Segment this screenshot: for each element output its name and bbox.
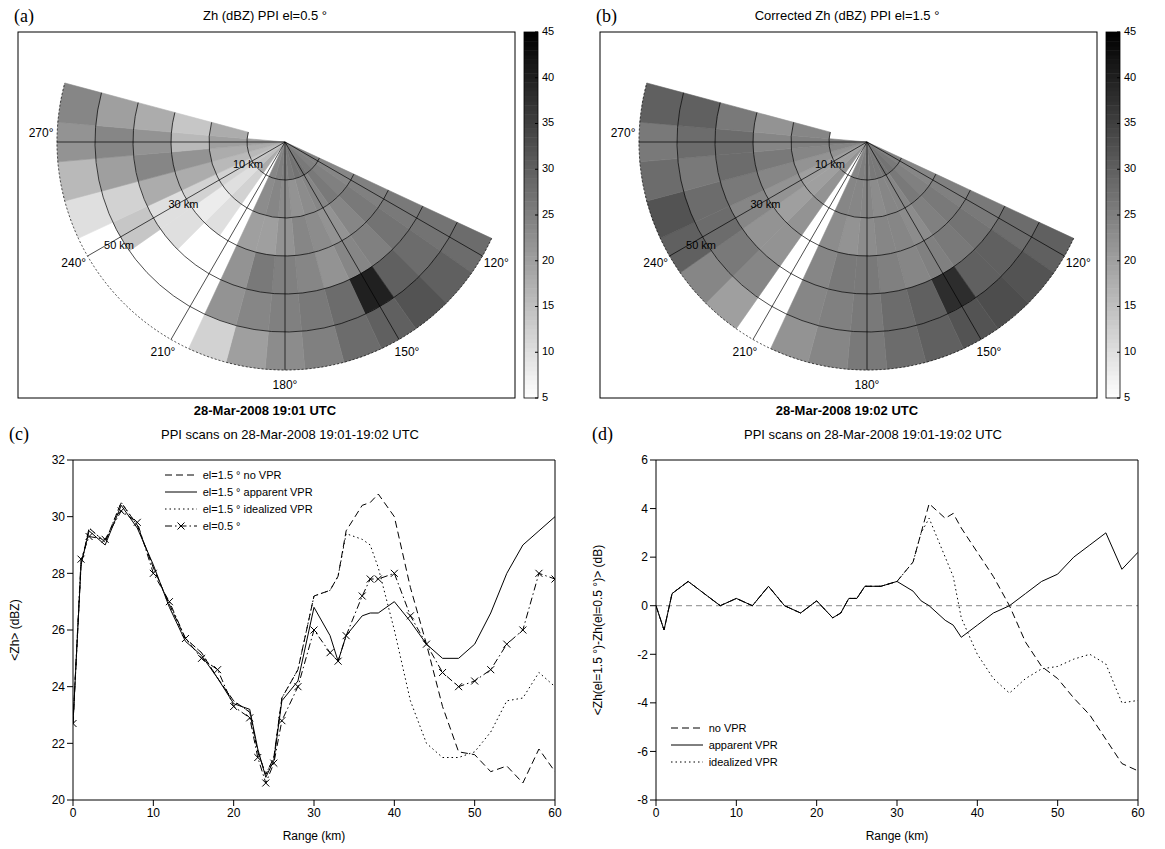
svg-text:10: 10 (730, 806, 744, 820)
svg-text:24: 24 (52, 680, 66, 694)
svg-text:30 km: 30 km (169, 198, 199, 210)
html-text:PPI scans on 28-Mar-2008 19:01: PPI scans on 28-Mar-2008 19:01-19:02 UTC (744, 427, 1002, 442)
svg-text:270°: 270° (611, 126, 636, 140)
svg-text:60: 60 (548, 806, 562, 820)
html-text:PPI scans on 28-Mar-2008 19:01: PPI scans on 28-Mar-2008 19:01-19:02 UTC (161, 427, 419, 442)
svg-text:270°: 270° (29, 126, 54, 140)
svg-text:150°: 150° (395, 345, 420, 359)
svg-text:0: 0 (653, 806, 660, 820)
svg-text:180°: 180° (273, 378, 298, 392)
svg-text:40: 40 (542, 71, 554, 83)
svg-text:5: 5 (1124, 391, 1130, 403)
svg-text:50 km: 50 km (686, 239, 716, 251)
svg-text:28-Mar-2008 19:02 UTC: 28-Mar-2008 19:02 UTC (776, 403, 919, 418)
svg-text:40: 40 (971, 806, 985, 820)
svg-text:Range (km): Range (km) (283, 829, 346, 843)
svg-text:150°: 150° (977, 345, 1002, 359)
svg-text:50: 50 (1051, 806, 1065, 820)
html-text:no VPR: no VPR (708, 722, 747, 735)
svg-text:10: 10 (147, 806, 161, 820)
svg-text:30: 30 (307, 806, 321, 820)
svg-text:(a): (a) (14, 6, 34, 27)
svg-text:10: 10 (542, 345, 554, 357)
svg-text:30: 30 (52, 510, 66, 524)
svg-text:20: 20 (227, 806, 241, 820)
svg-text:-2: -2 (637, 648, 648, 662)
svg-text:Corrected Zh (dBZ) PPI el=1.5: Corrected Zh (dBZ) PPI el=1.5 ° (755, 8, 940, 23)
svg-text:Zh (dBZ) PPI el=0.5 °: Zh (dBZ) PPI el=0.5 ° (203, 8, 327, 23)
svg-text:-6: -6 (637, 745, 648, 759)
svg-text:0: 0 (70, 806, 77, 820)
html-text:(d): (d) (592, 424, 613, 444)
svg-text:30: 30 (1124, 162, 1136, 174)
html-text:el=1.5 ° idealized VPR: el=1.5 ° idealized VPR (202, 502, 313, 515)
svg-text:10: 10 (1124, 345, 1136, 357)
svg-text:50: 50 (468, 806, 482, 820)
svg-text:28: 28 (52, 567, 66, 581)
svg-text:-8: -8 (637, 793, 648, 807)
svg-text:26: 26 (52, 623, 66, 637)
svg-text:10 km: 10 km (233, 158, 263, 170)
svg-text:-4: -4 (637, 696, 648, 710)
svg-text:240°: 240° (61, 256, 86, 270)
svg-text:35: 35 (542, 116, 554, 128)
html-text:el=0.5 °: el=0.5 ° (202, 519, 241, 532)
svg-text:15: 15 (1124, 299, 1136, 311)
svg-text:50 km: 50 km (104, 239, 134, 251)
svg-text:30 km: 30 km (751, 198, 781, 210)
svg-text:22: 22 (52, 737, 66, 751)
svg-text:180°: 180° (855, 378, 880, 392)
svg-text:<Zh> (dBZ): <Zh> (dBZ) (8, 599, 22, 660)
svg-text:20: 20 (542, 254, 554, 266)
svg-text:0: 0 (641, 599, 648, 613)
html-text:idealized VPR: idealized VPR (708, 756, 778, 769)
svg-text:10 km: 10 km (815, 158, 845, 170)
html-text:el=1.5 ° no VPR: el=1.5 ° no VPR (202, 468, 282, 481)
svg-text:210°: 210° (733, 345, 758, 359)
svg-text:25: 25 (542, 208, 554, 220)
html-text:(c): (c) (9, 424, 29, 444)
svg-text:32: 32 (52, 453, 66, 467)
svg-text:5: 5 (542, 391, 548, 403)
svg-text:15: 15 (542, 299, 554, 311)
svg-text:35: 35 (1124, 116, 1136, 128)
svg-text:30: 30 (542, 162, 554, 174)
html-text:apparent VPR: apparent VPR (708, 739, 778, 752)
svg-text:4: 4 (641, 502, 648, 516)
svg-text:20: 20 (52, 793, 66, 807)
svg-text:40: 40 (388, 806, 402, 820)
svg-text:60: 60 (1131, 806, 1145, 820)
svg-text:2: 2 (641, 550, 648, 564)
svg-text:20: 20 (1124, 254, 1136, 266)
svg-text:210°: 210° (151, 345, 176, 359)
svg-text:20: 20 (810, 806, 824, 820)
svg-text:30: 30 (890, 806, 904, 820)
svg-text:Range (km): Range (km) (866, 829, 929, 843)
svg-text:120°: 120° (1066, 256, 1091, 270)
svg-text:25: 25 (1124, 208, 1136, 220)
svg-text:(b): (b) (596, 6, 617, 27)
svg-text:120°: 120° (484, 256, 509, 270)
svg-text:28-Mar-2008 19:01 UTC: 28-Mar-2008 19:01 UTC (194, 403, 337, 418)
html-text:el=1.5 ° apparent VPR: el=1.5 ° apparent VPR (202, 485, 313, 498)
svg-text:45: 45 (1124, 25, 1136, 37)
svg-text:<Zh(el=1.5 °)-Zh(el=0.5 °)> (d: <Zh(el=1.5 °)-Zh(el=0.5 °)> (dB) (591, 545, 605, 715)
svg-text:45: 45 (542, 25, 554, 37)
svg-text:240°: 240° (643, 256, 668, 270)
svg-text:40: 40 (1124, 71, 1136, 83)
svg-text:6: 6 (641, 453, 648, 467)
